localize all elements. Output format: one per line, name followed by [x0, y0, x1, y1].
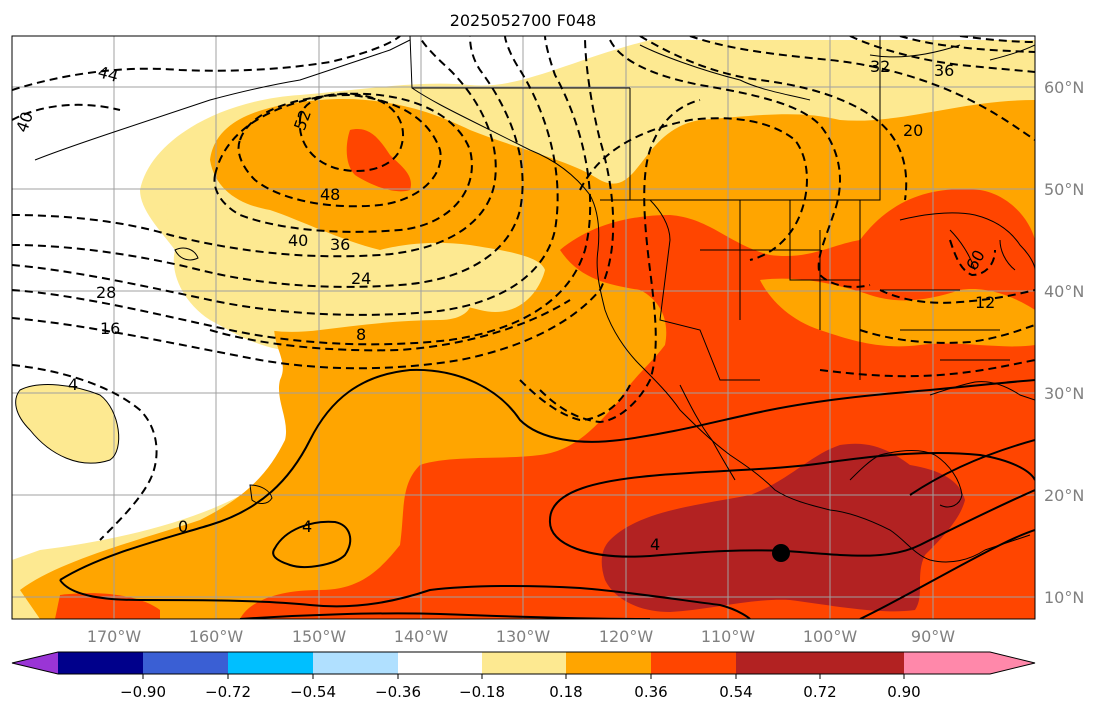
colorbar-segment	[651, 652, 736, 674]
lon-label-90w: 90°W	[911, 627, 955, 646]
colorbar-segment	[398, 652, 482, 674]
fill-dark-red	[601, 443, 965, 612]
fill-light-yellow-band	[230, 280, 471, 332]
colorbar-segment	[58, 652, 143, 674]
lat-label-40: 40°N	[1044, 282, 1084, 301]
map-panel: 44 40 52 48 40 36 24 28 16 8 4 0 4 4 32 …	[12, 36, 1035, 619]
contour-label: 44	[96, 62, 121, 86]
lat-label-10: 10°N	[1044, 588, 1084, 607]
colorbar-segment	[228, 652, 313, 674]
colorbar-label: 0.18	[549, 683, 582, 701]
colorbar-segment	[820, 652, 904, 674]
longitude-labels: 170°W 160°W 150°W 140°W 130°W 120°W 110°…	[87, 627, 955, 646]
lon-label-170w: 170°W	[87, 627, 142, 646]
colorbar-ticks	[142, 674, 905, 679]
colorbar-label: 0.90	[887, 683, 920, 701]
contour-label: 28	[96, 283, 116, 302]
contour-label: 32	[870, 57, 890, 76]
contour-label: 8	[356, 325, 366, 344]
colorbar-label: −0.72	[205, 683, 251, 701]
lat-label-30: 30°N	[1044, 384, 1084, 403]
colorbar-arrow-right	[990, 652, 1035, 674]
colorbar-label: −0.36	[375, 683, 421, 701]
lat-label-20: 20°N	[1044, 486, 1084, 505]
colorbar: −0.90 −0.72 −0.54 −0.36 −0.18 0.18 0.36 …	[11, 651, 1036, 701]
contour-label: 24	[351, 269, 371, 288]
contour-label: 40	[288, 231, 308, 250]
lat-label-50: 50°N	[1044, 180, 1084, 199]
contour-label: 4	[650, 535, 660, 554]
contour-label: 4	[68, 375, 78, 394]
colorbar-label: −0.18	[459, 683, 505, 701]
map-frame	[11, 35, 1036, 620]
colorbar-label: −0.54	[290, 683, 336, 701]
latitude-labels: 60°N 50°N 40°N 30°N 20°N 10°N	[1044, 78, 1084, 607]
lon-label-150w: 150°W	[292, 627, 347, 646]
dashed-contours	[12, 36, 1035, 541]
contour-label: 36	[934, 61, 954, 80]
colorbar-segment	[904, 652, 990, 674]
contour-label: 36	[330, 235, 350, 254]
colorbar-segment	[482, 652, 566, 674]
colorbar-outline	[11, 651, 1036, 675]
fill-red-orange-cell	[346, 129, 411, 192]
fill-light-yellow-north	[650, 40, 1035, 115]
colorbar-label: −0.90	[120, 683, 166, 701]
colorbar-arrow-left	[12, 652, 58, 674]
point-marker	[772, 544, 790, 562]
contour-label: 0	[178, 517, 188, 536]
graticule	[12, 36, 1035, 619]
lat-label-60: 60°N	[1044, 78, 1084, 97]
plot-title: 2025052700 F048	[450, 11, 597, 30]
contour-label: 12	[975, 293, 995, 312]
colorbar-label: 0.54	[719, 683, 752, 701]
colorbar-segment	[736, 652, 820, 674]
lon-label-110w: 110°W	[701, 627, 756, 646]
lon-label-120w: 120°W	[599, 627, 654, 646]
lon-label-160w: 160°W	[189, 627, 244, 646]
contour-label: 16	[100, 319, 120, 338]
lon-label-100w: 100°W	[803, 627, 858, 646]
colorbar-label: 0.72	[803, 683, 836, 701]
lon-label-140w: 140°W	[394, 627, 449, 646]
contour-label: 48	[320, 185, 340, 204]
colorbar-label: 0.36	[634, 683, 667, 701]
solid-contours	[59, 368, 1035, 619]
colorbar-segment	[566, 652, 651, 674]
colorbar-segment	[143, 652, 228, 674]
colorbar-segment	[313, 652, 398, 674]
fill-light-yellow-island	[15, 384, 119, 464]
contour-label: 20	[903, 121, 923, 140]
lon-label-130w: 130°W	[496, 627, 551, 646]
contour-label: 4	[302, 517, 312, 536]
